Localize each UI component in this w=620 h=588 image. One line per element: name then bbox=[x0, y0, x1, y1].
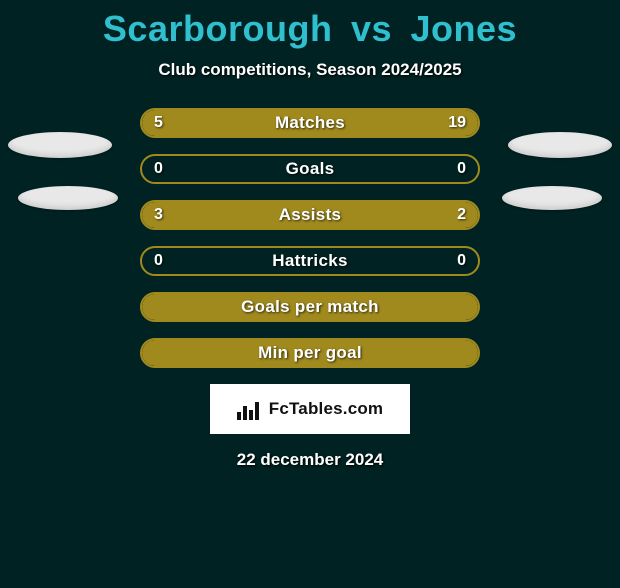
stat-row-goals-per-match: Goals per match bbox=[140, 292, 480, 322]
stat-row-hattricks: 00Hattricks bbox=[140, 246, 480, 276]
brand-box: FcTables.com bbox=[210, 384, 410, 434]
date-label: 22 december 2024 bbox=[0, 450, 620, 470]
stat-label: Hattricks bbox=[142, 248, 478, 274]
stat-label: Goals bbox=[142, 156, 478, 182]
stat-row-matches: 519Matches bbox=[140, 108, 480, 138]
stat-label: Assists bbox=[142, 202, 478, 228]
stat-label: Goals per match bbox=[142, 294, 478, 320]
subtitle: Club competitions, Season 2024/2025 bbox=[0, 60, 620, 80]
stat-row-assists: 32Assists bbox=[140, 200, 480, 230]
page-title: Scarborough vs Jones bbox=[0, 8, 620, 50]
stat-row-goals: 00Goals bbox=[140, 154, 480, 184]
player2-name: Jones bbox=[411, 8, 518, 49]
comparison-chart: 519Matches 00Goals 32Assists 00Hattricks Goa… bbox=[0, 108, 620, 368]
stat-label: Matches bbox=[142, 110, 478, 136]
stat-row-min-per-goal: Min per goal bbox=[140, 338, 480, 368]
stat-label: Min per goal bbox=[142, 340, 478, 366]
player1-name: Scarborough bbox=[103, 8, 333, 49]
brand-text: FcTables.com bbox=[269, 399, 384, 419]
vs-label: vs bbox=[351, 8, 392, 49]
bar-chart-icon bbox=[237, 398, 263, 420]
